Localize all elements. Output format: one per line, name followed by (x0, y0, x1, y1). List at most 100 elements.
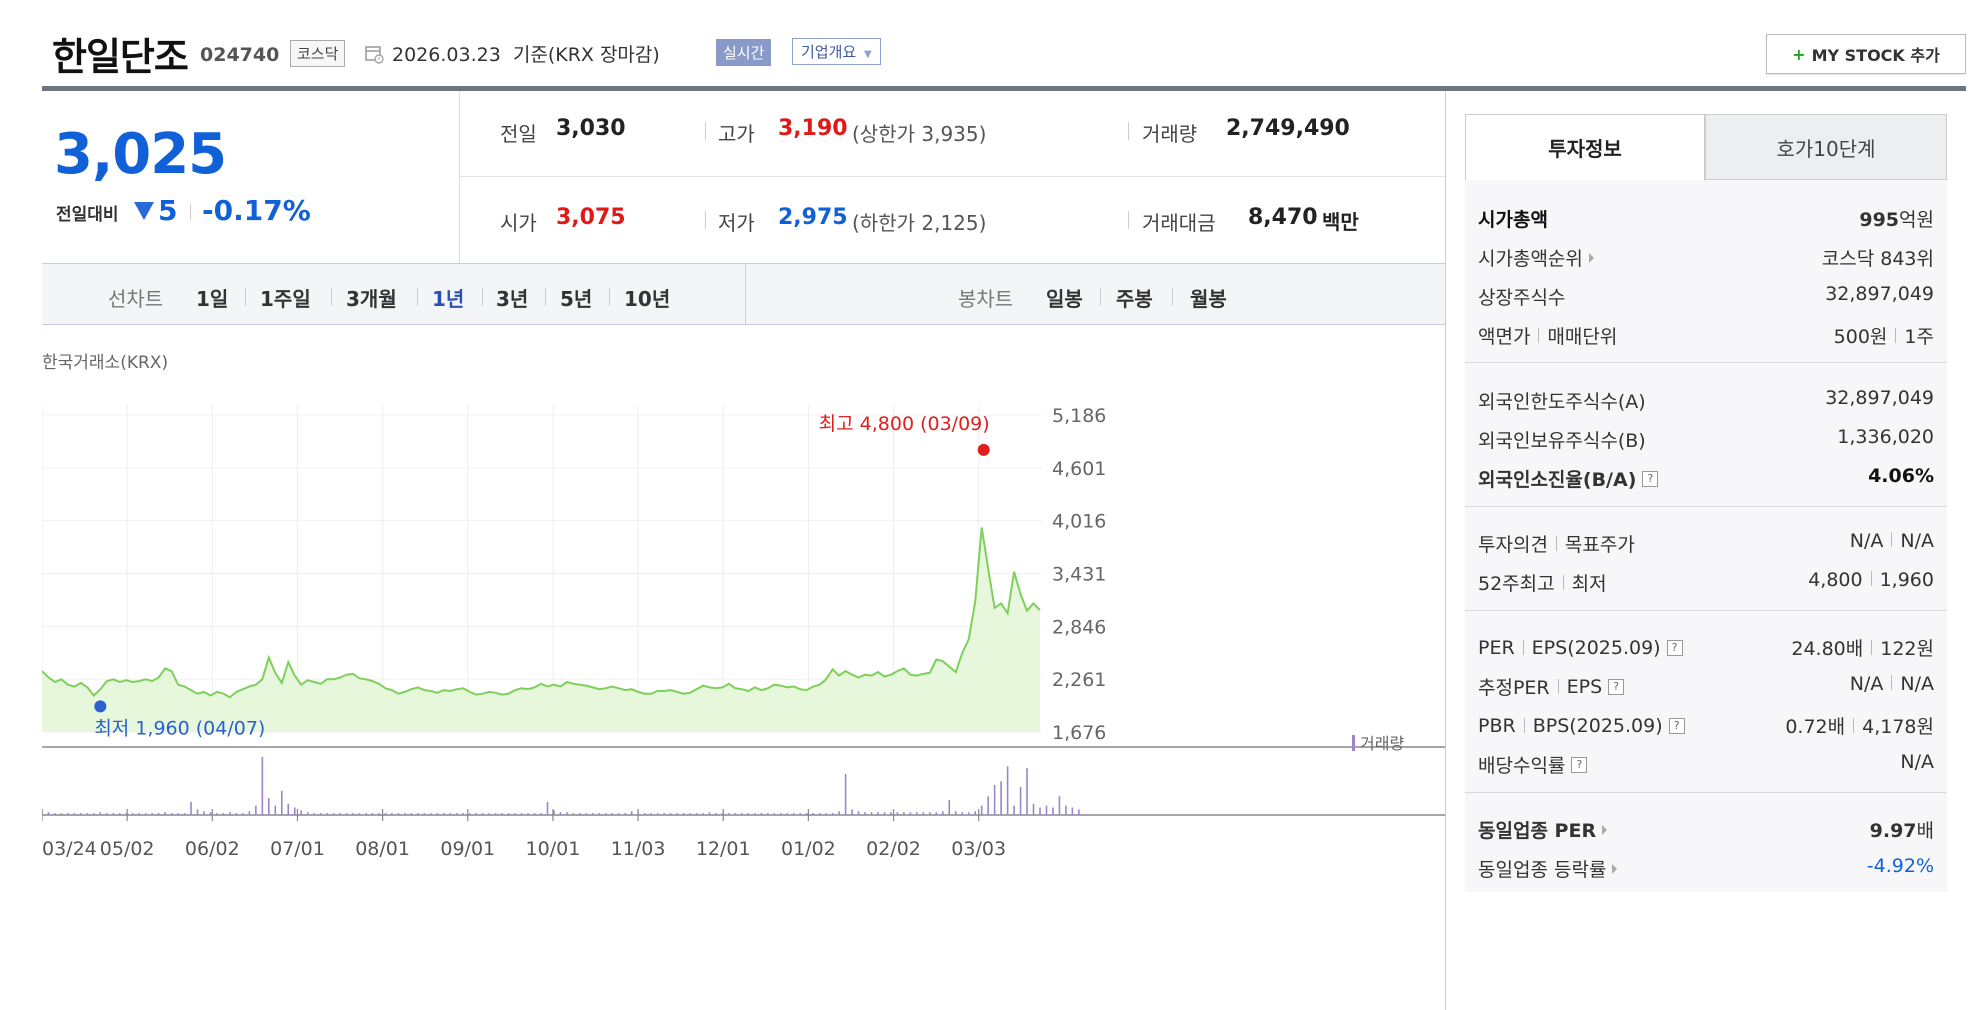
volume-bar (384, 813, 387, 815)
help-icon[interactable]: ? (1642, 470, 1659, 487)
divider (1465, 610, 1947, 611)
add-mystock-button[interactable]: + MY STOCK 추가 (1766, 34, 1966, 74)
dividend-value: N/A (1900, 751, 1934, 773)
volume-bar (857, 811, 860, 815)
volume-bar (248, 811, 251, 815)
volume-bar (890, 812, 892, 815)
volume-bar (702, 813, 704, 815)
candle-weekly[interactable]: 주봉 (1116, 287, 1153, 311)
help-icon[interactable]: ? (1666, 639, 1683, 656)
volume-bar (235, 813, 238, 815)
volume-bar (954, 811, 957, 815)
volume-bar (67, 813, 69, 815)
tab-order-book[interactable]: 호가10단계 (1705, 114, 1947, 180)
add-mystock-label: MY STOCK 추가 (1811, 46, 1940, 65)
volume-bar (935, 812, 938, 815)
volume-bar (300, 810, 303, 815)
est-eps-label: EPS (1566, 675, 1603, 698)
x-tick-label: 02/02 (866, 838, 921, 860)
period-1d[interactable]: 1일 (196, 287, 229, 311)
realtime-badge[interactable]: 실시간 (716, 39, 772, 66)
volume-bar (274, 805, 277, 815)
volume-bar (410, 813, 413, 815)
divider (705, 211, 706, 229)
candle-daily[interactable]: 일봉 (1046, 287, 1083, 311)
period-10y[interactable]: 10년 (624, 287, 671, 311)
period-1y[interactable]: 1년 (432, 287, 465, 311)
period-1w[interactable]: 1주일 (260, 287, 311, 311)
line-chart-label: 선차트 (108, 287, 164, 311)
help-icon[interactable]: ? (1571, 756, 1588, 773)
divider (1465, 792, 1947, 793)
foreign-limit-value: 32,897,049 (1825, 387, 1934, 409)
dividend-label: 배당수익률 (1478, 755, 1566, 777)
exchange-label: 한국거래소(KRX) (42, 353, 169, 373)
volume-bar (144, 813, 147, 815)
volume-bar (404, 813, 406, 815)
period-3y[interactable]: 3년 (496, 287, 529, 311)
diff-percent: -0.17% (202, 194, 311, 227)
upper-limit: (상한가 3,935) (852, 122, 987, 146)
tab-invest-info[interactable]: 투자정보 (1465, 114, 1705, 180)
volume-bar (987, 796, 989, 815)
period-3m[interactable]: 3개월 (346, 287, 397, 311)
invest-info-panel (1465, 180, 1947, 892)
volume-bar (358, 813, 361, 815)
volume-bar (624, 813, 627, 815)
calendar-icon (365, 46, 384, 64)
divider (245, 288, 246, 306)
volume-bar (961, 812, 964, 815)
y-tick-label: 3,431 (1052, 564, 1106, 586)
volume-bar (514, 813, 516, 815)
volume-bar (922, 812, 925, 815)
volume-bar (397, 813, 400, 815)
volume-bar (721, 813, 724, 815)
volume-bar (293, 807, 296, 815)
divider (1128, 122, 1129, 140)
volume-bar (391, 813, 393, 815)
volume-bar (630, 811, 633, 815)
volume-bar (222, 813, 225, 815)
volume-bar (805, 813, 808, 815)
cap-rank-label[interactable]: 시가총액순위 (1478, 248, 1583, 270)
period-5y[interactable]: 5년 (560, 287, 593, 311)
volume-bar (365, 813, 367, 815)
volume-bar (177, 813, 179, 815)
volume-bar (741, 813, 743, 815)
market-badge: 코스닥 (290, 40, 346, 67)
prev-close-label: 전일 (500, 122, 537, 146)
x-tick-label: 12/01 (696, 838, 751, 860)
market-cap-unit: 억원 (1899, 209, 1934, 231)
foreign-limit-label: 외국인한도주식수(A) (1478, 391, 1646, 413)
toolbar-divider (745, 263, 746, 325)
sector-change-value: -4.92% (1866, 855, 1934, 877)
help-icon[interactable]: ? (1668, 717, 1685, 734)
sector-change-label[interactable]: 동일업종 등락률 (1478, 859, 1607, 881)
candle-monthly[interactable]: 월봉 (1190, 287, 1227, 311)
volume-bar (916, 812, 918, 815)
volume-bar (151, 813, 153, 815)
volume-bar (280, 790, 283, 815)
volume-bar (196, 809, 199, 815)
open-label: 시가 (500, 211, 537, 235)
volume-bar (1071, 807, 1074, 815)
divider (545, 288, 546, 306)
volume-bar (598, 813, 601, 815)
sector-per-label[interactable]: 동일업종 PER (1478, 820, 1597, 842)
volume-bar (838, 811, 840, 815)
trade-amount-unit: 백만 (1322, 210, 1359, 234)
volume-bar (216, 813, 218, 815)
volume-bar (605, 813, 607, 815)
volume-bar (255, 805, 257, 815)
company-info-dropdown[interactable]: 기업개요 ▼ (792, 38, 881, 65)
info-per: PER EPS(2025.09)? 24.80배 122원 (1478, 634, 1934, 661)
volume-bar (183, 813, 186, 815)
volume-bar (229, 812, 231, 815)
price-panel (42, 91, 460, 263)
volume-bar (883, 812, 886, 815)
volume-bar (475, 813, 477, 815)
volume-bar (669, 813, 672, 815)
help-icon[interactable]: ? (1608, 678, 1625, 695)
volume-bar (1045, 805, 1048, 815)
volume-bar (138, 813, 141, 815)
